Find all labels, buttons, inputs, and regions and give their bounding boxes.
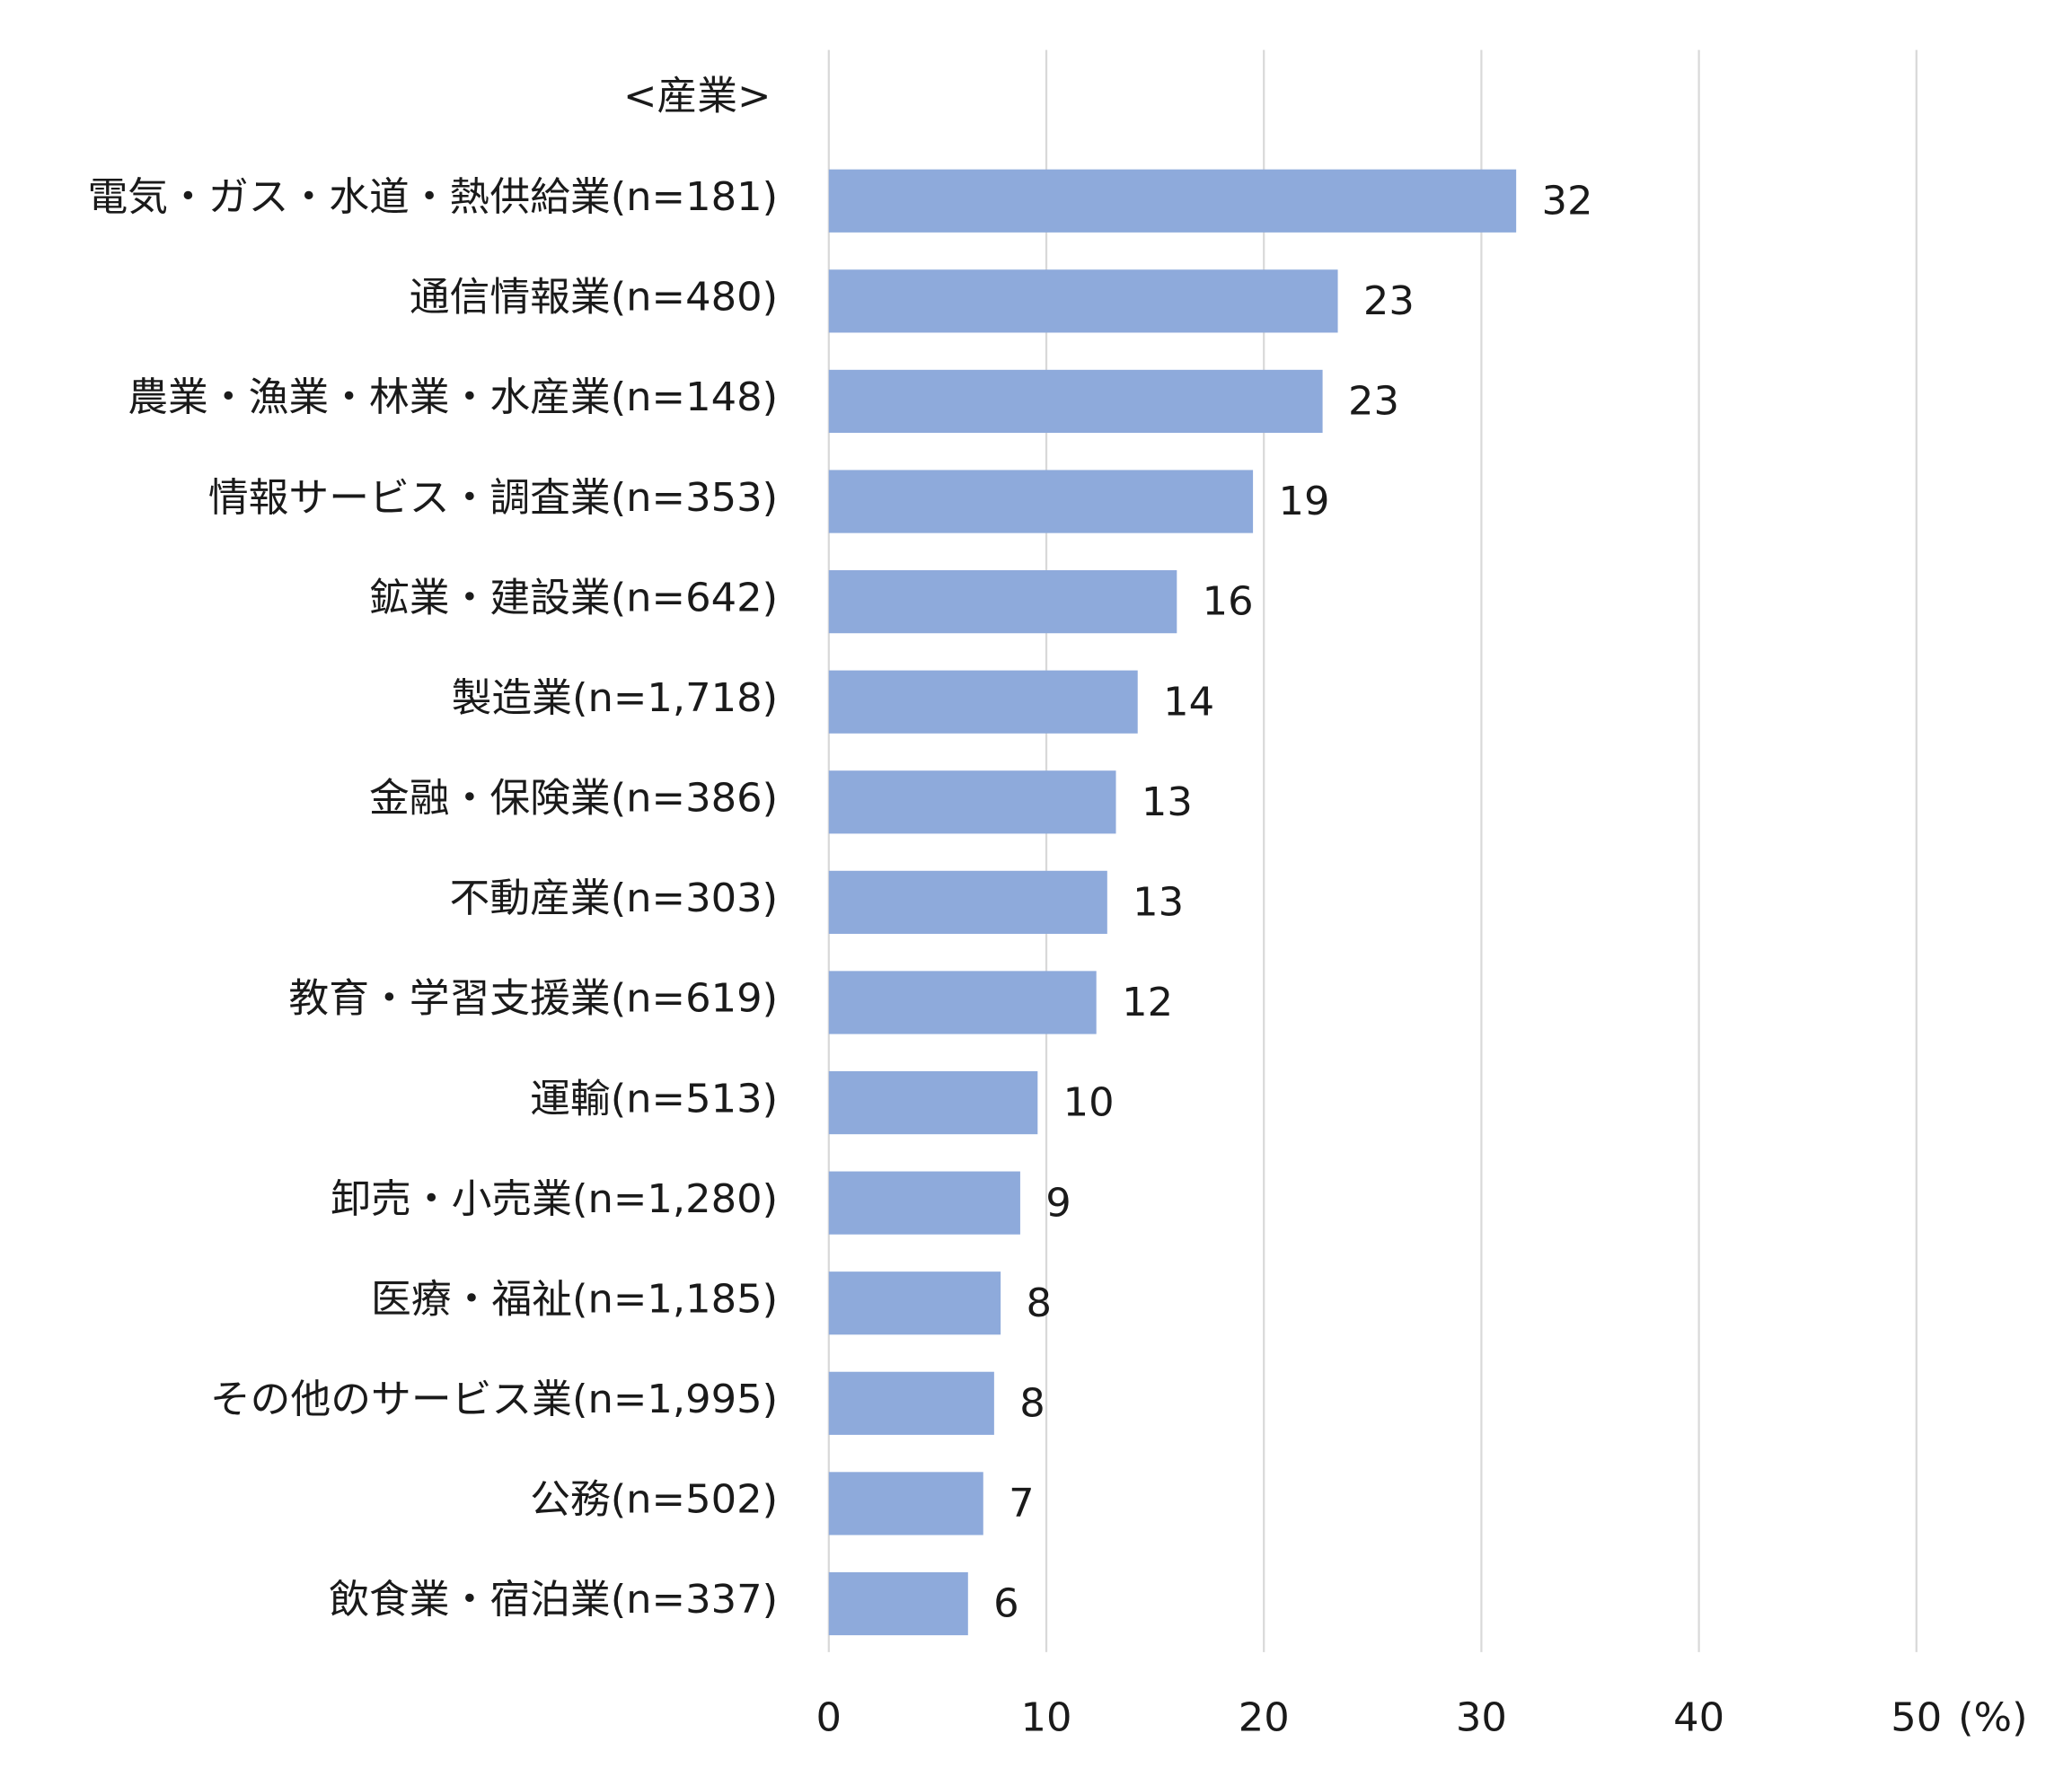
bar bbox=[828, 1571, 968, 1636]
data-label: 32 bbox=[1542, 179, 1593, 224]
bar bbox=[828, 1472, 983, 1535]
category-label: 卸売・小売業(n=1,280) bbox=[331, 1176, 778, 1221]
category-labels: 電気・ガス・水道・熱供給業(n=181) 通信情報業(n=480) 農業・漁業・林業… bbox=[87, 174, 778, 1623]
bar bbox=[828, 1371, 994, 1435]
x-tick-label: 10 bbox=[1021, 1695, 1072, 1740]
category-label: 医療・福祉(n=1,185) bbox=[371, 1277, 778, 1322]
bar bbox=[828, 770, 1116, 834]
data-label: 13 bbox=[1133, 880, 1184, 925]
data-label: 10 bbox=[1063, 1080, 1115, 1125]
bar bbox=[828, 369, 1323, 434]
x-tick-label: 20 bbox=[1239, 1695, 1290, 1740]
data-label: 9 bbox=[1045, 1181, 1071, 1226]
bar bbox=[828, 570, 1177, 634]
data-labels: 32 23 23 19 16 14 13 13 12 10 9 8 8 7 6 bbox=[993, 179, 1592, 1627]
bar bbox=[828, 169, 1517, 233]
bar bbox=[828, 971, 1097, 1034]
category-label: 公務(n=502) bbox=[530, 1477, 778, 1522]
category-label: 電気・ガス・水道・熱供給業(n=181) bbox=[87, 174, 778, 219]
bars bbox=[828, 169, 1517, 1636]
category-label: 農業・漁業・林業・水産業(n=148) bbox=[128, 375, 778, 420]
data-label: 12 bbox=[1122, 981, 1173, 1025]
group-label: <産業> bbox=[623, 74, 771, 119]
unit-label: (%) bbox=[1958, 1695, 2028, 1740]
x-tick-label: 0 bbox=[816, 1695, 842, 1740]
category-label: 鉱業・建設業(n=642) bbox=[369, 576, 778, 620]
category-label: 金融・保険業(n=386) bbox=[369, 776, 778, 821]
data-label: 8 bbox=[1027, 1280, 1052, 1325]
data-label: 14 bbox=[1163, 680, 1214, 725]
x-tick-label: 40 bbox=[1673, 1695, 1724, 1740]
data-label: 13 bbox=[1142, 779, 1193, 824]
bar bbox=[828, 470, 1254, 533]
data-label: 16 bbox=[1203, 579, 1254, 624]
category-label: 通信情報業(n=480) bbox=[410, 275, 778, 320]
data-label: 19 bbox=[1278, 479, 1329, 524]
x-tick-label: 50 bbox=[1891, 1695, 1942, 1740]
bar bbox=[828, 670, 1138, 734]
bar bbox=[828, 1171, 1020, 1235]
bar bbox=[828, 870, 1107, 934]
category-label: 不動産業(n=303) bbox=[450, 876, 778, 921]
x-axis-ticks: 0 10 20 30 40 50 bbox=[816, 1695, 1943, 1740]
bar bbox=[828, 1070, 1038, 1135]
data-label: 8 bbox=[1019, 1381, 1045, 1426]
category-label: その他のサービス業(n=1,995) bbox=[210, 1377, 778, 1421]
category-label: 飲食業・宿泊業(n=337) bbox=[329, 1578, 778, 1623]
data-label: 7 bbox=[1009, 1481, 1034, 1526]
x-tick-label: 30 bbox=[1456, 1695, 1507, 1740]
category-label: 運輸(n=513) bbox=[530, 1077, 778, 1122]
bar bbox=[828, 1271, 1001, 1335]
data-label: 23 bbox=[1363, 278, 1415, 323]
category-label: 教育・学習支援業(n=619) bbox=[288, 976, 778, 1021]
data-label: 6 bbox=[993, 1581, 1018, 1626]
category-label: 製造業(n=1,718) bbox=[452, 675, 778, 720]
data-label: 23 bbox=[1348, 379, 1399, 424]
category-label: 情報サービス・調査業(n=353) bbox=[208, 475, 778, 520]
bar bbox=[828, 269, 1338, 333]
